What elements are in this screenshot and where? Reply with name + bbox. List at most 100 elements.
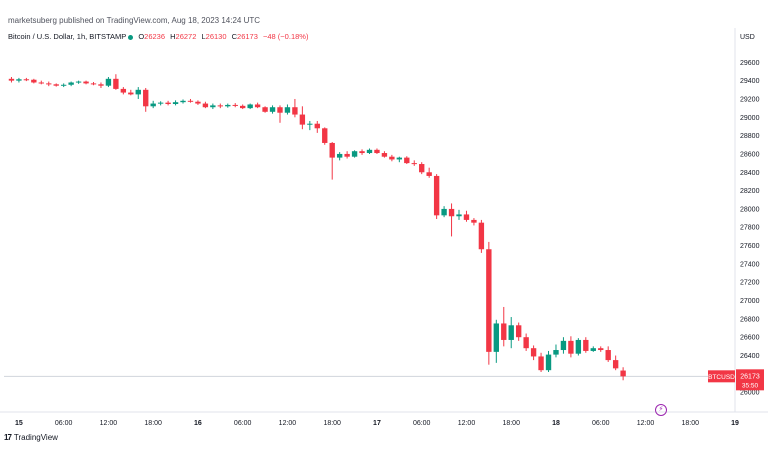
- y-tick-label: 27000: [740, 298, 760, 305]
- candle-body: [448, 208, 455, 217]
- low-label: L: [201, 32, 206, 41]
- candle-body: [456, 214, 462, 217]
- close-label: C: [231, 32, 238, 41]
- candle-body: [247, 104, 253, 109]
- tradingview-logo-icon: 17: [4, 433, 12, 442]
- candle-body: [523, 337, 529, 349]
- candle-body: [404, 157, 410, 164]
- y-tick-label: 28800: [740, 133, 760, 140]
- y-tick-label: 27800: [740, 225, 760, 232]
- symbol-tag-label: BTCUSD: [708, 374, 735, 381]
- y-tick-label: 29600: [740, 60, 760, 67]
- candle-body: [381, 153, 388, 157]
- candle-body: [374, 149, 380, 154]
- candle-body: [433, 175, 440, 216]
- x-tick-label: 18:00: [144, 420, 162, 427]
- candle-body: [336, 153, 343, 158]
- candle-body: [575, 339, 582, 354]
- candle-body: [411, 163, 417, 165]
- candle-body: [195, 101, 201, 104]
- candle-body: [538, 356, 544, 371]
- candle-body: [31, 79, 37, 83]
- candle-body: [359, 151, 365, 154]
- x-tick-label: 06:00: [413, 420, 431, 427]
- candle-body: [225, 104, 231, 107]
- brand-name: TradingView: [13, 433, 58, 442]
- y-tick-label: 27600: [740, 243, 760, 250]
- candle-body: [314, 123, 320, 129]
- candle-body: [284, 107, 291, 113]
- candle-body: [329, 142, 335, 158]
- candle-body: [598, 348, 604, 351]
- event-bolt-icon[interactable]: ⚡: [655, 404, 667, 416]
- candle-body: [515, 325, 522, 338]
- candle-body: [269, 107, 276, 112]
- high-value: 26272: [175, 32, 197, 41]
- y-tick-label: 28000: [740, 206, 760, 213]
- candle-body: [605, 350, 611, 361]
- candle-body: [463, 214, 470, 220]
- candle-body: [23, 79, 30, 81]
- y-tick-label: 29200: [740, 96, 760, 103]
- candle-body: [210, 105, 216, 108]
- y-tick-label: 27200: [740, 280, 760, 287]
- x-tick-label: 18:00: [323, 420, 341, 427]
- candle-body: [38, 82, 44, 84]
- candle-body: [53, 84, 59, 86]
- currency-label: USD: [740, 34, 755, 41]
- candle-body: [143, 89, 149, 107]
- publisher-caption: marketsuberg published on TradingView.co…: [8, 16, 261, 25]
- x-tick-label: 16: [194, 420, 202, 427]
- y-tick-label: 29400: [740, 78, 760, 85]
- candle-body: [486, 249, 492, 352]
- candle-body: [419, 164, 425, 173]
- candle-body: [8, 78, 15, 81]
- candle-body: [16, 79, 22, 81]
- candle-body: [187, 100, 194, 102]
- candle-body: [202, 103, 209, 108]
- x-tick-label: 06:00: [592, 420, 610, 427]
- y-tick-label: 26000: [740, 390, 760, 397]
- x-tick-label: 06:00: [55, 420, 73, 427]
- x-tick-label: 19: [731, 420, 739, 427]
- candle-body: [471, 219, 477, 223]
- candle-body: [612, 360, 619, 369]
- x-tick-label: 12:00: [100, 420, 118, 427]
- candle-body: [620, 370, 626, 377]
- candle-body: [553, 350, 559, 355]
- candle-body: [240, 105, 246, 109]
- candle-body: [590, 348, 596, 351]
- change-value: −48 (−0.18%): [263, 32, 309, 41]
- candle-body: [351, 151, 358, 157]
- candle-body: [60, 84, 67, 86]
- candle-body: [75, 81, 82, 83]
- open-label: O: [138, 32, 145, 41]
- candle-body: [128, 92, 134, 95]
- candle-body: [217, 105, 224, 107]
- candle-body: [501, 323, 507, 340]
- x-tick-label: 18: [552, 420, 560, 427]
- candle-body: [583, 339, 589, 351]
- candle-body: [396, 157, 403, 160]
- x-tick-label: 18:00: [502, 420, 520, 427]
- candle-body: [568, 340, 574, 354]
- candle-body: [322, 128, 328, 143]
- y-tick-label: 28200: [740, 188, 760, 195]
- high-label: H: [170, 32, 176, 41]
- candle-body: [150, 103, 156, 107]
- candle-body: [105, 78, 112, 86]
- candle-body: [180, 100, 186, 103]
- x-tick-label: 06:00: [234, 420, 252, 427]
- candle-body: [366, 149, 373, 154]
- candle-body: [530, 348, 537, 357]
- candle-body: [157, 102, 164, 104]
- candle-body: [478, 222, 485, 250]
- open-value: 26236: [144, 32, 166, 41]
- low-value: 26130: [205, 32, 227, 41]
- x-tick-label: 12:00: [458, 420, 476, 427]
- x-tick-label: 12:00: [637, 420, 655, 427]
- candle-body: [46, 83, 52, 85]
- candle-body: [232, 104, 238, 106]
- y-tick-label: 28400: [740, 170, 760, 177]
